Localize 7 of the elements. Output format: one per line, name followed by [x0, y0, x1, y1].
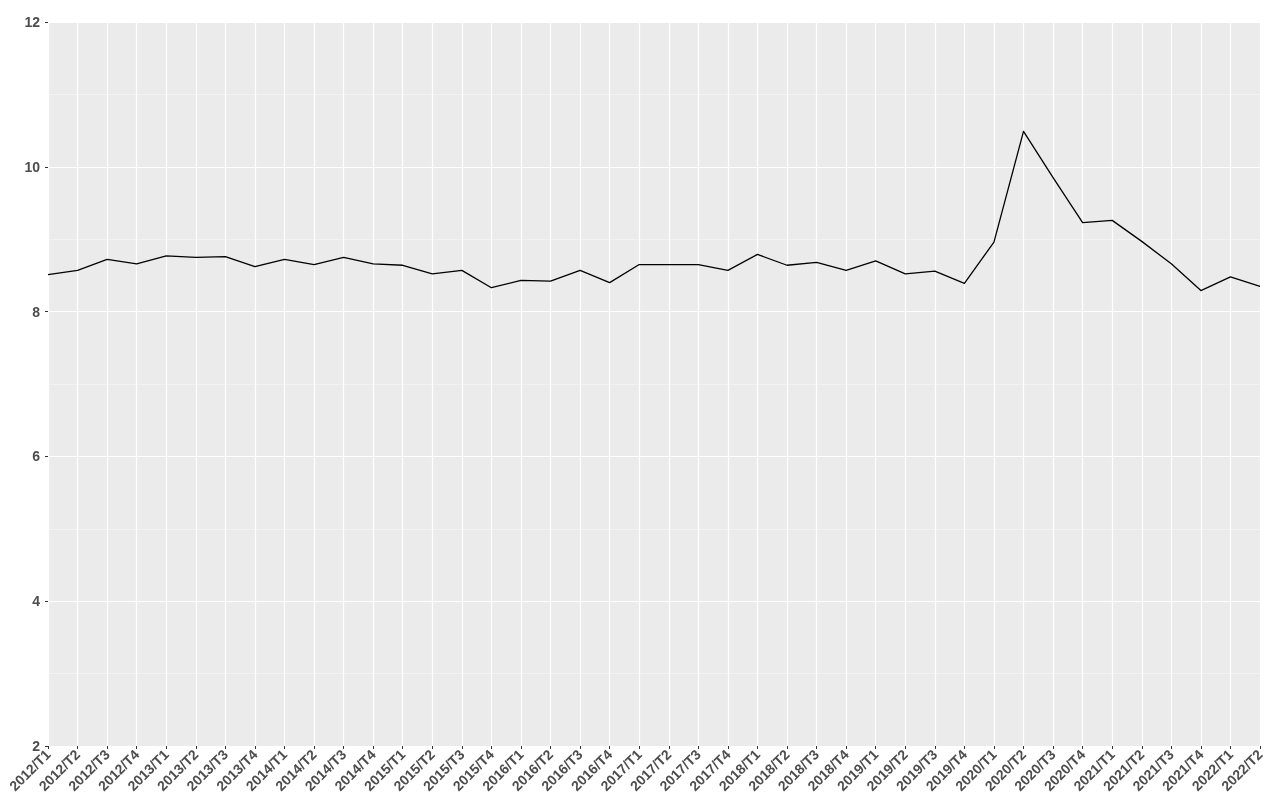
- y-tick-label: 4: [32, 593, 41, 610]
- y-tick-label: 6: [32, 448, 41, 465]
- y-tick-label: 12: [24, 14, 41, 30]
- line-series: [47, 130, 1261, 292]
- y-tick-label: 8: [32, 303, 41, 320]
- y-tick-label: 2: [32, 738, 41, 754]
- y-tick-label: 10: [24, 158, 41, 175]
